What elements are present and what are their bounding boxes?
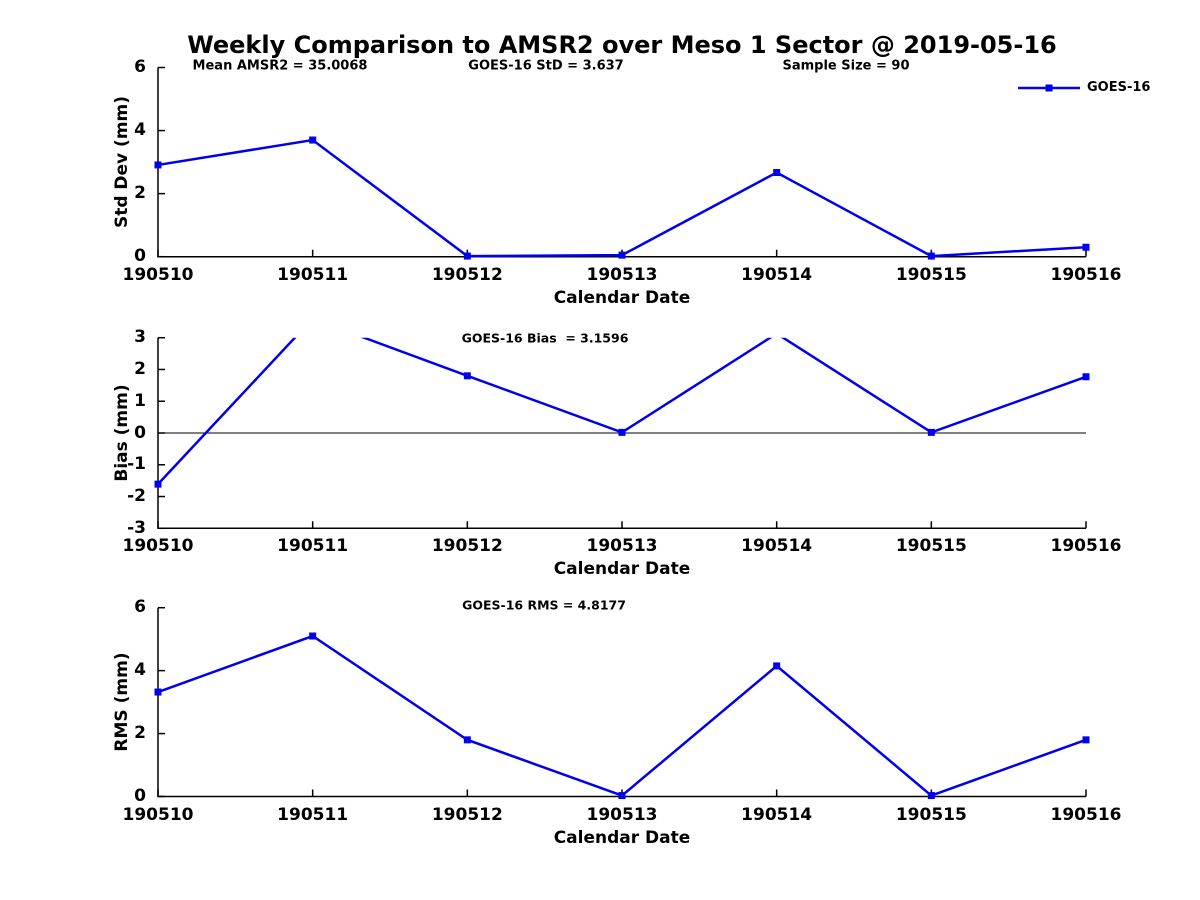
x-tick-label: 190514 xyxy=(741,536,813,557)
GOES-16-marker xyxy=(773,169,781,177)
GOES-16-marker xyxy=(154,480,162,488)
y-tick-label: 6 xyxy=(134,597,146,618)
y-tick-label: 3 xyxy=(134,327,146,348)
GOES-16-marker xyxy=(463,372,471,380)
x-tick-label: 190516 xyxy=(1050,804,1122,825)
x-tick-label: 190512 xyxy=(431,264,503,285)
y-tick-label: -2 xyxy=(127,486,146,507)
GOES-16-marker xyxy=(773,662,781,670)
legend-label: GOES-16 xyxy=(1087,80,1151,95)
y-tick-label: 2 xyxy=(134,723,146,744)
y-tick-label: 2 xyxy=(134,358,146,379)
annotation-bias: GOES-16 Bias = 3.1596 xyxy=(461,330,629,346)
x-tick-label: 190515 xyxy=(895,264,967,285)
GOES-16-line xyxy=(157,634,1087,797)
x-tick-label: 190512 xyxy=(431,536,503,557)
x-tick-label: 190511 xyxy=(277,264,349,285)
GOES-16-marker xyxy=(463,736,471,744)
legend: GOES-16 xyxy=(1018,78,1178,98)
GOES-16-line xyxy=(157,138,1087,258)
bias-plot xyxy=(154,336,1090,530)
x-tick-label: 190516 xyxy=(1050,536,1122,557)
axis-spines xyxy=(157,67,1086,258)
y-tick-label: 6 xyxy=(134,57,146,77)
x-tick-label: 190511 xyxy=(277,536,349,557)
ylabel-std-dev: Std Dev (mm) xyxy=(112,95,132,229)
x-tick-label: 190514 xyxy=(741,264,813,285)
stat-goes16-std: GOES-16 StD = 3.637 xyxy=(468,58,624,74)
GOES-16-marker xyxy=(1082,373,1090,381)
GOES-16-marker xyxy=(309,632,317,640)
GOES-16-marker xyxy=(618,792,626,800)
GOES-16-marker xyxy=(1082,243,1090,251)
y-tick-label: -3 xyxy=(127,517,146,538)
GOES-16-marker xyxy=(927,792,935,800)
GOES-16-marker xyxy=(309,136,317,144)
GOES-16-marker xyxy=(927,252,935,260)
GOES-16-marker xyxy=(154,161,162,169)
x-tick-label: 190512 xyxy=(431,804,503,825)
xlabel-middle: Calendar Date xyxy=(553,559,691,579)
y-tick-label: 4 xyxy=(134,660,146,681)
legend-marker-icon xyxy=(1018,84,1080,92)
GOES-16-marker xyxy=(463,252,471,260)
x-tick-label: 190515 xyxy=(895,536,967,557)
axis-spines xyxy=(157,607,1086,798)
stat-sample-size: Sample Size = 90 xyxy=(782,58,910,74)
y-tick-label: 0 xyxy=(134,422,146,443)
x-tick-label: 190513 xyxy=(586,264,658,285)
rms-plot xyxy=(154,606,1090,800)
GOES-16-marker xyxy=(927,428,935,436)
y-tick-label: -1 xyxy=(127,454,146,475)
figure-title: Weekly Comparison to AMSR2 over Meso 1 S… xyxy=(187,31,1057,59)
x-tick-label: 190515 xyxy=(895,804,967,825)
GOES-16-marker xyxy=(618,428,626,436)
xlabel-bottom: Calendar Date xyxy=(553,828,691,848)
stat-mean-amsr2: Mean AMSR2 = 35.0068 xyxy=(192,58,368,74)
GOES-16-marker xyxy=(1082,736,1090,744)
x-tick-label: 190513 xyxy=(586,536,658,557)
std-dev-plot xyxy=(154,66,1090,260)
y-tick-label: 0 xyxy=(134,246,146,267)
x-tick-label: 190513 xyxy=(586,804,658,825)
x-tick-label: 190510 xyxy=(122,804,194,825)
x-tick-label: 190511 xyxy=(277,804,349,825)
xlabel-top: Calendar Date xyxy=(553,288,691,308)
x-tick-label: 190510 xyxy=(122,264,194,285)
y-tick-label: 4 xyxy=(134,120,146,141)
GOES-16-marker xyxy=(618,251,626,259)
annotation-rms: GOES-16 RMS = 4.8177 xyxy=(462,597,626,613)
y-tick-label: 1 xyxy=(134,390,146,411)
x-tick-label: 190516 xyxy=(1050,264,1122,285)
GOES-16-marker xyxy=(154,688,162,696)
x-tick-label: 190514 xyxy=(741,804,813,825)
y-tick-label: 2 xyxy=(134,183,146,204)
x-tick-label: 190510 xyxy=(122,536,194,557)
y-tick-label: 0 xyxy=(134,786,146,806)
